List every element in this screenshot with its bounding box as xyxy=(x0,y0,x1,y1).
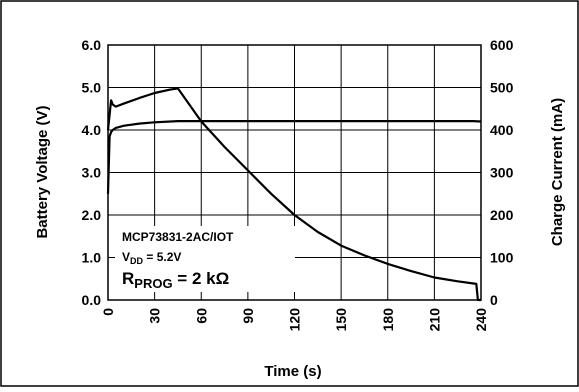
y-right-tick-label: 200 xyxy=(490,207,514,223)
device-label: MCP73831-2AC/IOT xyxy=(122,230,234,244)
vdd-label: VDD = 5.2V xyxy=(122,250,181,266)
charge-current-line xyxy=(106,87,481,302)
y-left-tick-label: 4.0 xyxy=(82,122,102,138)
y-left-tick-label: 2.0 xyxy=(82,207,102,223)
y-right-tick-label: 100 xyxy=(490,250,514,266)
rprog-label: RPROG = 2 kΩ xyxy=(122,269,229,291)
x-tick-label: 30 xyxy=(147,308,163,324)
x-tick-label: 120 xyxy=(287,308,303,332)
y-left-tick-label: 5.0 xyxy=(82,80,102,96)
y-left-tick-label: 0.0 xyxy=(82,292,102,308)
battery-voltage-line xyxy=(106,120,482,194)
y-left-tick-label: 6.0 xyxy=(82,37,102,53)
y-right-tick-label: 400 xyxy=(490,122,514,138)
y-right-tick-label: 0 xyxy=(490,292,498,308)
series-layer xyxy=(106,87,482,302)
x-tick-label: 180 xyxy=(380,308,396,332)
y-right-tick-label: 600 xyxy=(490,37,514,53)
y-axis-left-title: Battery Voltage (V) xyxy=(34,105,51,238)
x-tick-label: 60 xyxy=(193,308,209,324)
x-axis-title: Time (s) xyxy=(264,363,321,380)
y-right-tick-label: 500 xyxy=(490,80,514,96)
x-tick-label: 210 xyxy=(426,308,442,332)
y-axis-right-title: Charge Current (mA) xyxy=(549,98,566,246)
x-tick-label: 240 xyxy=(473,308,489,332)
x-tick-label: 0 xyxy=(100,308,116,316)
x-tick-label: 90 xyxy=(240,308,256,324)
x-tick-label: 150 xyxy=(333,308,349,332)
tick-labels: 0 30 60 90 120 150 180 210 240 0.0 1.0 2.0 3.0 4.0 5.0… xyxy=(82,37,514,331)
y-right-tick-label: 300 xyxy=(490,165,514,181)
annotation-box xyxy=(115,226,295,292)
y-left-tick-label: 1.0 xyxy=(82,250,102,266)
y-left-tick-label: 3.0 xyxy=(82,165,102,181)
